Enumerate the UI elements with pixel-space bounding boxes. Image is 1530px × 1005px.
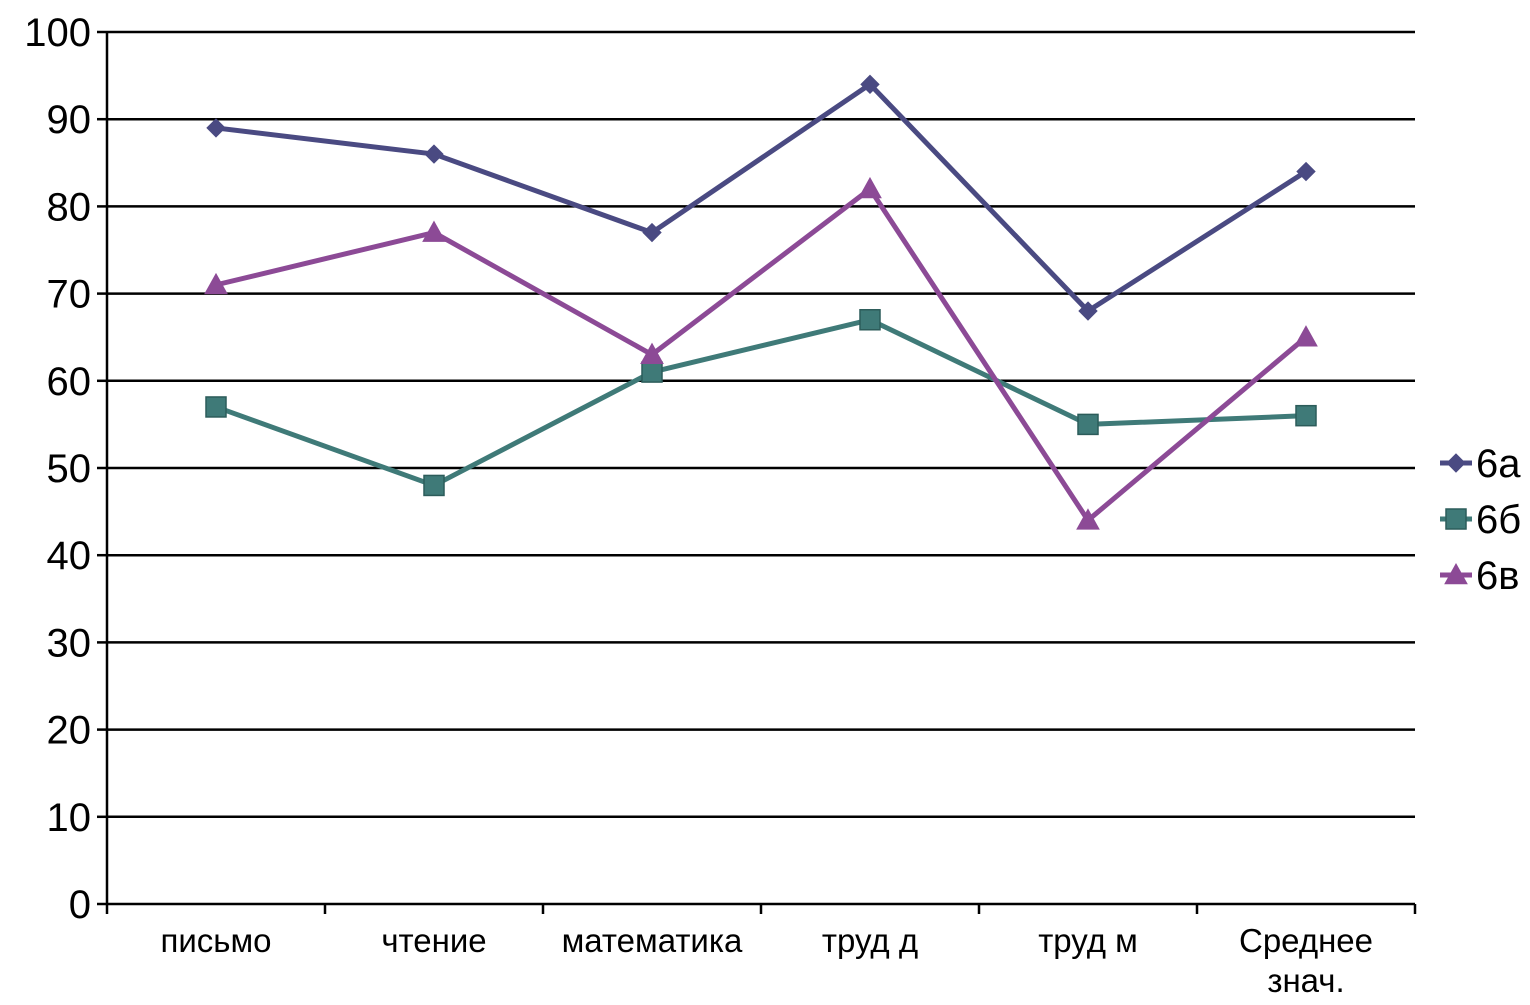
series-line — [215, 81, 1308, 314]
data-point — [860, 74, 880, 95]
series-lines — [204, 74, 1318, 530]
y-tick-label: 80 — [47, 185, 92, 229]
legend-item: 6б — [1440, 498, 1521, 542]
y-tick-label: 20 — [47, 709, 92, 753]
legend-label: 6в — [1476, 554, 1520, 598]
data-point — [1294, 325, 1318, 347]
series-1 — [206, 74, 1316, 321]
x-tick-label: труд д — [822, 922, 918, 959]
data-point — [640, 342, 664, 364]
y-tick-label: 60 — [47, 360, 92, 404]
data-point — [1295, 404, 1317, 427]
x-tick-label: Среднее — [1239, 922, 1373, 959]
y-tick-label: 90 — [47, 98, 92, 142]
x-tick-label: математика — [562, 922, 743, 959]
data-point — [642, 222, 662, 243]
data-point — [204, 272, 228, 295]
legend: 6а 6б 6в — [1440, 442, 1521, 598]
legend-marker — [1444, 562, 1468, 585]
data-point — [206, 118, 226, 138]
y-tick-label: 10 — [47, 796, 92, 840]
data-point — [422, 220, 446, 242]
x-axis-ticks: письмо чтение математика труд д труд м Средне… — [160, 922, 1373, 999]
y-tick-label: 70 — [47, 273, 92, 317]
legend-marker — [1445, 508, 1467, 530]
legend-item: 6в — [1440, 554, 1520, 598]
data-point — [424, 144, 444, 164]
legend-label: 6б — [1476, 498, 1521, 542]
y-tick-label: 100 — [24, 11, 91, 55]
x-tick-label: знач. — [1267, 962, 1344, 999]
grid-lines — [107, 30, 1415, 819]
data-point — [423, 474, 445, 497]
y-tick-label: 50 — [47, 447, 92, 491]
data-point — [1077, 413, 1099, 436]
y-tick-label: 0 — [69, 883, 91, 927]
data-point — [859, 309, 881, 331]
legend-item: 6а — [1440, 442, 1521, 486]
data-point — [641, 361, 663, 383]
data-point — [1076, 508, 1100, 530]
series-3 — [204, 176, 1318, 530]
axes — [97, 30, 1417, 914]
x-tick-label: чтение — [381, 922, 486, 959]
legend-label: 6а — [1476, 442, 1521, 486]
series-line — [215, 186, 1308, 523]
y-axis-ticks: 0 10 20 30 40 50 60 70 80 90 100 — [24, 11, 91, 927]
y-tick-label: 40 — [47, 534, 92, 578]
y-tick-label: 30 — [47, 621, 92, 665]
data-point — [1296, 161, 1316, 182]
series-2 — [205, 309, 1317, 497]
legend-marker — [1446, 453, 1466, 473]
x-tick-label: письмо — [160, 922, 271, 959]
series-line — [215, 317, 1307, 488]
data-point — [1078, 301, 1098, 321]
data-point — [858, 176, 882, 199]
data-point — [205, 396, 227, 418]
x-tick-label: труд м — [1038, 922, 1138, 959]
